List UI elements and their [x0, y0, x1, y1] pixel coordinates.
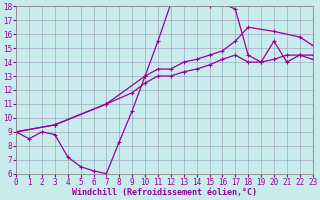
X-axis label: Windchill (Refroidissement éolien,°C): Windchill (Refroidissement éolien,°C) [72, 188, 257, 197]
